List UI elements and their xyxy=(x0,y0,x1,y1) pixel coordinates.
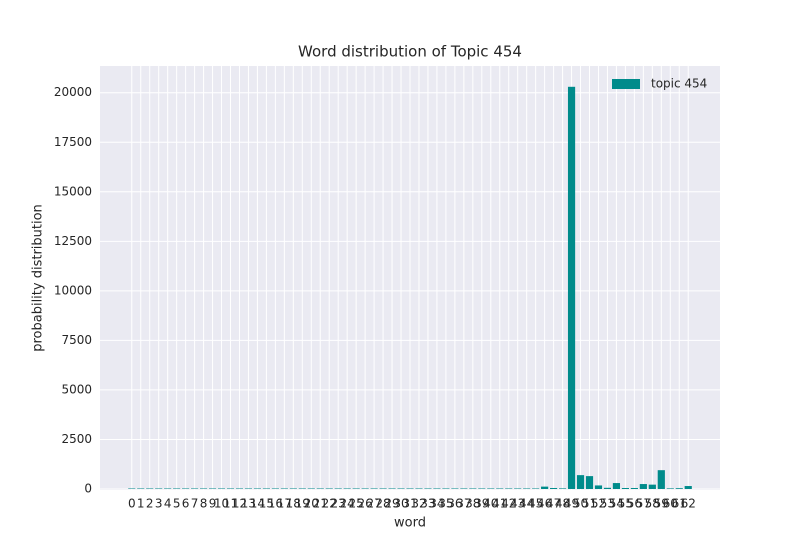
bar xyxy=(613,483,620,489)
y-axis-label: probability distribution xyxy=(31,204,46,352)
bar xyxy=(658,470,665,489)
bar xyxy=(667,488,674,489)
legend-label: topic 454 xyxy=(651,77,707,91)
x-tick-label: 6 xyxy=(182,497,190,511)
bar xyxy=(568,87,575,489)
chart-title: Word distribution of Topic 454 xyxy=(298,43,522,61)
bar xyxy=(577,475,584,489)
y-tick-label: 20000 xyxy=(54,85,92,99)
y-tick-label: 15000 xyxy=(54,184,92,198)
bar xyxy=(685,486,692,489)
x-tick-label: 3 xyxy=(155,497,163,511)
legend-swatch xyxy=(612,79,640,89)
bar xyxy=(595,485,602,489)
x-tick-label: 4 xyxy=(164,497,172,511)
y-tick-label: 12500 xyxy=(54,234,92,248)
y-tick-label: 2500 xyxy=(61,432,92,446)
x-tick-label: 5 xyxy=(173,497,181,511)
y-tick-label: 7500 xyxy=(61,333,92,347)
x-tick-label: 62 xyxy=(681,497,696,511)
y-tick-label: 17500 xyxy=(54,135,92,149)
bar xyxy=(649,485,656,489)
bar xyxy=(604,488,611,489)
x-tick-label: 0 xyxy=(128,497,136,511)
bar xyxy=(676,488,683,489)
bar xyxy=(640,484,647,489)
y-tick-label: 5000 xyxy=(61,382,92,396)
x-axis-label: word xyxy=(394,516,426,531)
bar xyxy=(541,487,548,489)
y-tick-label: 0 xyxy=(84,482,92,496)
bar xyxy=(559,488,566,489)
x-tick-label: 1 xyxy=(137,497,145,511)
bar xyxy=(622,488,629,489)
x-tick-label: 8 xyxy=(200,497,208,511)
bar xyxy=(586,476,593,489)
y-tick-label: 10000 xyxy=(54,283,92,297)
x-tick-label: 7 xyxy=(191,497,199,511)
x-tick-label: 2 xyxy=(146,497,154,511)
bar xyxy=(550,488,557,489)
bar xyxy=(631,488,638,489)
